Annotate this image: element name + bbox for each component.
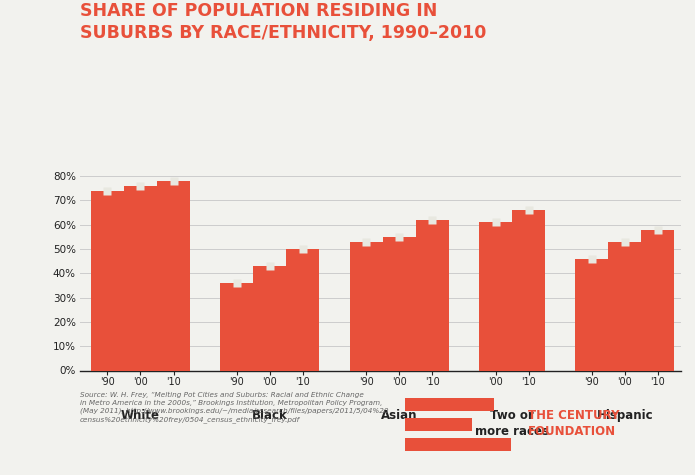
Text: Source: W. H. Frey, “Melting Pot Cities and Suburbs: Racial and Ethnic Change
in: Source: W. H. Frey, “Melting Pot Cities … bbox=[80, 392, 389, 423]
Bar bbox=[286, 249, 320, 370]
Bar bbox=[405, 418, 472, 431]
Text: Hispanic: Hispanic bbox=[596, 409, 653, 422]
Bar bbox=[350, 242, 383, 370]
Bar bbox=[416, 220, 449, 370]
Text: Two or
more races: Two or more races bbox=[475, 409, 549, 438]
Bar bbox=[405, 398, 494, 411]
Bar bbox=[383, 237, 416, 370]
Bar bbox=[405, 438, 511, 451]
Bar bbox=[91, 191, 124, 370]
Bar bbox=[220, 283, 254, 370]
Text: Asian: Asian bbox=[381, 409, 418, 422]
Bar bbox=[608, 242, 641, 370]
Bar bbox=[124, 186, 157, 370]
Bar bbox=[641, 229, 674, 370]
Text: White: White bbox=[121, 409, 160, 422]
Text: SHARE OF POPULATION RESIDING IN
SUBURBS BY RACE/ETHNICITY, 1990–2010: SHARE OF POPULATION RESIDING IN SUBURBS … bbox=[80, 2, 486, 42]
Bar bbox=[157, 181, 190, 370]
Text: Black: Black bbox=[252, 409, 288, 422]
Bar bbox=[575, 259, 608, 370]
Bar bbox=[254, 266, 286, 370]
Bar bbox=[479, 222, 512, 370]
Bar bbox=[512, 210, 545, 370]
Text: THE CENTURY
FOUNDATION: THE CENTURY FOUNDATION bbox=[528, 409, 619, 438]
